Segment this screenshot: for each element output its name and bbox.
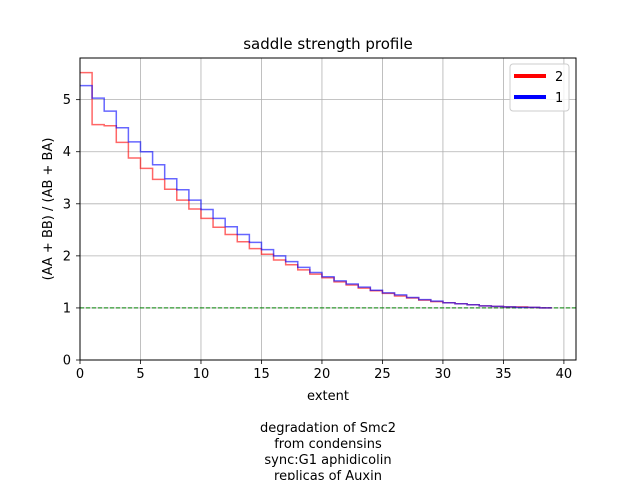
caption-line: from condensins xyxy=(274,437,382,452)
x-tick-label: 40 xyxy=(556,367,573,382)
plot-frame xyxy=(79,57,577,361)
series-group xyxy=(80,71,552,309)
x-tick-label: 35 xyxy=(495,367,512,382)
legend: 21 xyxy=(509,63,570,112)
x-tick-label: 5 xyxy=(136,367,144,382)
caption-line: degradation of Smc2 xyxy=(260,421,396,436)
x-tick-label: 25 xyxy=(374,367,391,382)
y-axis: 0 1 2 3 4 5 xyxy=(63,93,80,369)
x-tick-label: 20 xyxy=(314,367,331,382)
y-axis-label: (AA + BB) / (AB + BA) xyxy=(41,138,56,281)
x-tick-label: 10 xyxy=(193,367,210,382)
y-tick-label: 0 xyxy=(63,354,71,369)
x-tick-label: 0 xyxy=(76,367,84,382)
legend-label-2: 2 xyxy=(555,70,563,85)
chart-title: saddle strength profile xyxy=(243,35,413,53)
legend-label-1: 1 xyxy=(555,91,563,106)
y-tick-label: 5 xyxy=(63,93,71,108)
y-tick-label: 2 xyxy=(63,249,71,264)
series-1-line xyxy=(80,84,552,309)
caption-line: sync:G1 aphidicolin xyxy=(264,453,391,468)
x-tick-label: 15 xyxy=(253,367,270,382)
x-axis-label: extent xyxy=(307,389,349,404)
x-axis: 0 5 10 15 20 25 30 35 40 xyxy=(76,360,572,382)
y-tick-label: 3 xyxy=(63,197,71,212)
caption-line: replicas of Auxin xyxy=(274,469,382,480)
x-tick-label: 30 xyxy=(435,367,452,382)
y-tick-label: 4 xyxy=(63,145,71,160)
y-tick-label: 1 xyxy=(63,301,71,316)
